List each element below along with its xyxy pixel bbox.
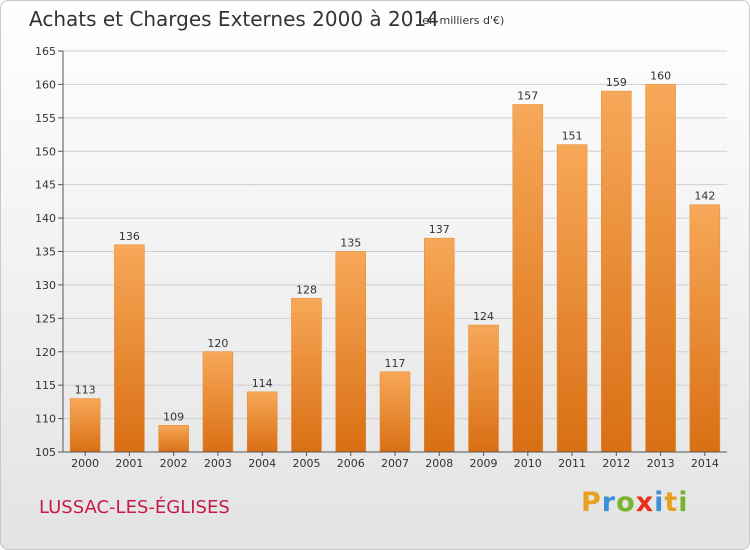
x-tick-label: 2011 xyxy=(558,457,586,470)
data-label: 137 xyxy=(429,223,450,236)
logo-letter: P xyxy=(581,487,602,518)
y-tick-label: 105 xyxy=(35,446,56,459)
data-label: 160 xyxy=(650,69,671,82)
data-label: 128 xyxy=(296,283,317,296)
logo-letter: x xyxy=(635,487,655,518)
x-tick-label: 2004 xyxy=(248,457,276,470)
data-label: 114 xyxy=(252,377,273,390)
x-tick-label: 2003 xyxy=(204,457,232,470)
x-tick-label: 2013 xyxy=(647,457,675,470)
chart-subtitle: (en milliers d'€) xyxy=(418,14,505,27)
data-label: 136 xyxy=(119,230,140,243)
x-tick-label: 2007 xyxy=(381,457,409,470)
logo-letter: t xyxy=(664,487,679,518)
x-tick-label: 2012 xyxy=(602,457,630,470)
y-tick-label: 120 xyxy=(35,346,56,359)
data-label: 124 xyxy=(473,310,494,323)
bar xyxy=(246,391,278,453)
proxiti-logo: Proxiti xyxy=(581,487,689,518)
y-tick-label: 115 xyxy=(35,379,56,392)
data-label: 151 xyxy=(562,130,583,143)
bar xyxy=(379,371,411,453)
y-tick-label: 150 xyxy=(35,145,56,158)
bar xyxy=(468,324,499,453)
x-tick-label: 2010 xyxy=(514,457,542,470)
logo-letter: i xyxy=(654,487,665,518)
x-tick-label: 2005 xyxy=(292,457,320,470)
y-tick-label: 135 xyxy=(35,246,56,259)
data-labels: 113 136 109 120 114 128 135 117 137 124 157 151 159 1… xyxy=(75,69,716,423)
logo-letter: i xyxy=(678,487,689,518)
bar xyxy=(601,90,632,453)
bar xyxy=(69,398,101,453)
bar xyxy=(335,251,366,453)
x-tick-label: 2008 xyxy=(425,457,453,470)
y-tick-label: 125 xyxy=(35,312,56,325)
logo-letter: r xyxy=(601,487,617,518)
y-tick-label: 140 xyxy=(35,212,56,225)
y-tick-label: 110 xyxy=(35,413,56,426)
bars xyxy=(69,84,721,453)
data-label: 113 xyxy=(75,384,96,397)
y-axis: 105 110 115 120 125 130 135 140 145 150 155 160 165 xyxy=(35,45,64,459)
bar xyxy=(424,237,455,453)
x-tick-label: 2009 xyxy=(470,457,498,470)
x-tick-label: 2001 xyxy=(115,457,143,470)
bar xyxy=(512,104,544,453)
data-label: 159 xyxy=(606,76,627,89)
x-tick-label: 2002 xyxy=(160,457,188,470)
bar xyxy=(689,204,721,453)
data-label: 157 xyxy=(517,89,538,102)
bar xyxy=(202,351,234,453)
bar xyxy=(291,298,322,453)
bar xyxy=(645,84,676,453)
y-tick-label: 160 xyxy=(35,78,56,91)
bar xyxy=(114,244,145,453)
x-tick-label: 2014 xyxy=(691,457,719,470)
commune-name: LUSSAC-LES-ÉGLISES xyxy=(39,497,230,518)
x-tick-label: 2006 xyxy=(337,457,365,470)
data-label: 135 xyxy=(340,237,361,250)
bar xyxy=(158,425,189,453)
y-tick-label: 155 xyxy=(35,112,56,125)
chart-title: Achats et Charges Externes 2000 à 2014 xyxy=(29,7,439,31)
y-tick-label: 165 xyxy=(35,45,56,58)
y-tick-label: 145 xyxy=(35,179,56,192)
bar xyxy=(556,144,588,453)
x-tick-label: 2000 xyxy=(71,457,99,470)
data-label: 109 xyxy=(163,410,184,423)
data-label: 120 xyxy=(207,337,228,350)
y-tick-label: 130 xyxy=(35,279,56,292)
logo-letter: o xyxy=(616,487,636,518)
data-label: 117 xyxy=(385,357,406,370)
data-label: 142 xyxy=(694,190,715,203)
x-axis: 2000 2001 2002 2003 2004 2005 2006 2007 2008 2009… xyxy=(63,451,727,470)
